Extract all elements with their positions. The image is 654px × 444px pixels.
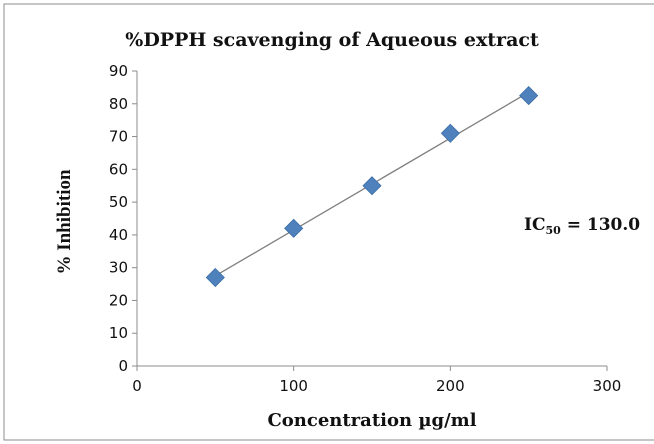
x-axis-label: Concentration µg/ml [267, 410, 476, 431]
data-point [519, 86, 539, 106]
y-tick-label: 80 [109, 95, 128, 113]
y-tick-label: 60 [109, 160, 128, 178]
x-tick-label: 300 [593, 377, 622, 395]
y-tick-label: 0 [118, 357, 128, 375]
x-tick-label: 100 [279, 377, 308, 395]
ic50-subscript: 50 [545, 224, 561, 237]
data-point [205, 267, 225, 288]
x-tick-label: 0 [132, 377, 142, 395]
y-axis-ticks: 0 10 20 30 40 50 60 70 80 90 [109, 62, 137, 375]
data-point [284, 218, 304, 238]
y-tick-label: 20 [109, 291, 128, 309]
ic50-prefix: IC [524, 215, 545, 235]
chart-border [3, 3, 654, 441]
y-tick-label: 30 [109, 259, 128, 277]
data-point [440, 123, 460, 143]
y-tick-label: 90 [109, 62, 128, 80]
data-point [362, 176, 382, 196]
ic50-value: = 130.0 [561, 215, 640, 235]
ic50-annotation: IC50 = 130.0 [524, 215, 640, 237]
x-axis-ticks: 0 100 200 300 [132, 366, 621, 395]
chart-title: %DPPH scavenging of Aqueous extract [125, 29, 539, 51]
x-tick-label: 200 [436, 377, 465, 395]
y-tick-label: 10 [109, 324, 128, 342]
y-tick-label: 70 [109, 128, 128, 146]
data-points [205, 86, 539, 288]
y-tick-label: 40 [109, 226, 128, 244]
y-axis-label: % Inhibition [54, 169, 75, 275]
y-tick-label: 50 [109, 193, 128, 211]
